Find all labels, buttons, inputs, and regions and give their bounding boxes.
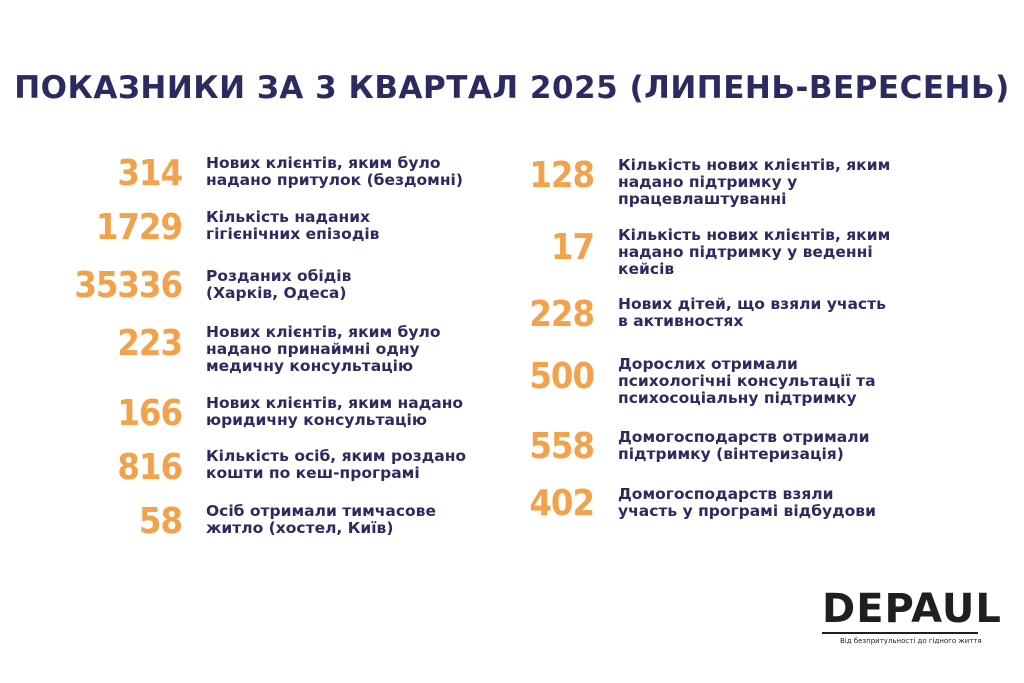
stat-label: Нових клієнтів, яким було надано притуло… xyxy=(206,154,463,189)
stat-value: 166 xyxy=(117,393,183,434)
stat-label: Кількість нових клієнтів, яким надано пі… xyxy=(618,226,891,278)
stat-label: Кількість нових клієнтів, яким надано пі… xyxy=(618,156,891,208)
stat-value: 58 xyxy=(138,501,183,542)
depaul-logo: DEPAUL Від безпритульності до гідного жи… xyxy=(822,588,1001,648)
stat-value: 1729 xyxy=(95,207,183,248)
stat-label: Нових клієнтів, яким було надано принайм… xyxy=(206,323,441,375)
stat-value: 558 xyxy=(529,426,595,467)
stat-value: 402 xyxy=(529,483,595,524)
stat-value: 128 xyxy=(529,155,595,196)
stat-label: Нових дітей, що взяли участь в активност… xyxy=(618,295,886,330)
stat-value: 223 xyxy=(117,323,183,364)
stat-value: 816 xyxy=(117,447,183,488)
stat-value: 228 xyxy=(529,294,595,335)
stat-value: 500 xyxy=(529,356,595,397)
stat-label: Нових клієнтів, яким надано юридичну кон… xyxy=(206,394,464,429)
stat-value: 35336 xyxy=(74,265,183,306)
stat-value: 17 xyxy=(550,227,595,268)
stat-label: Осіб отримали тимчасове житло (хостел, К… xyxy=(206,502,436,537)
stat-label: Кількість осіб, яким роздано кошти по ке… xyxy=(206,447,467,482)
logo-tagline: Від безпритульності до гідного життя xyxy=(840,637,982,645)
stat-label: Домогосподарств взяли участь у програмі … xyxy=(618,485,876,520)
stat-label: Домогосподарств отримали підтримку (вінт… xyxy=(618,428,870,463)
stat-label: Розданих обідів (Харків, Одеса) xyxy=(206,267,352,302)
stat-value: 314 xyxy=(117,153,183,194)
stat-label: Кількість наданих гігієнічних епізодів xyxy=(206,208,380,243)
page-title: ПОКАЗНИКИ ЗА 3 КВАРТАЛ 2025 (ЛИПЕНЬ-ВЕРЕ… xyxy=(14,70,1010,106)
logo-wordmark: DEPAUL xyxy=(822,586,1002,632)
logo-underline xyxy=(822,632,978,634)
stat-label: Дорослих отримали психологічні консульта… xyxy=(618,355,876,407)
